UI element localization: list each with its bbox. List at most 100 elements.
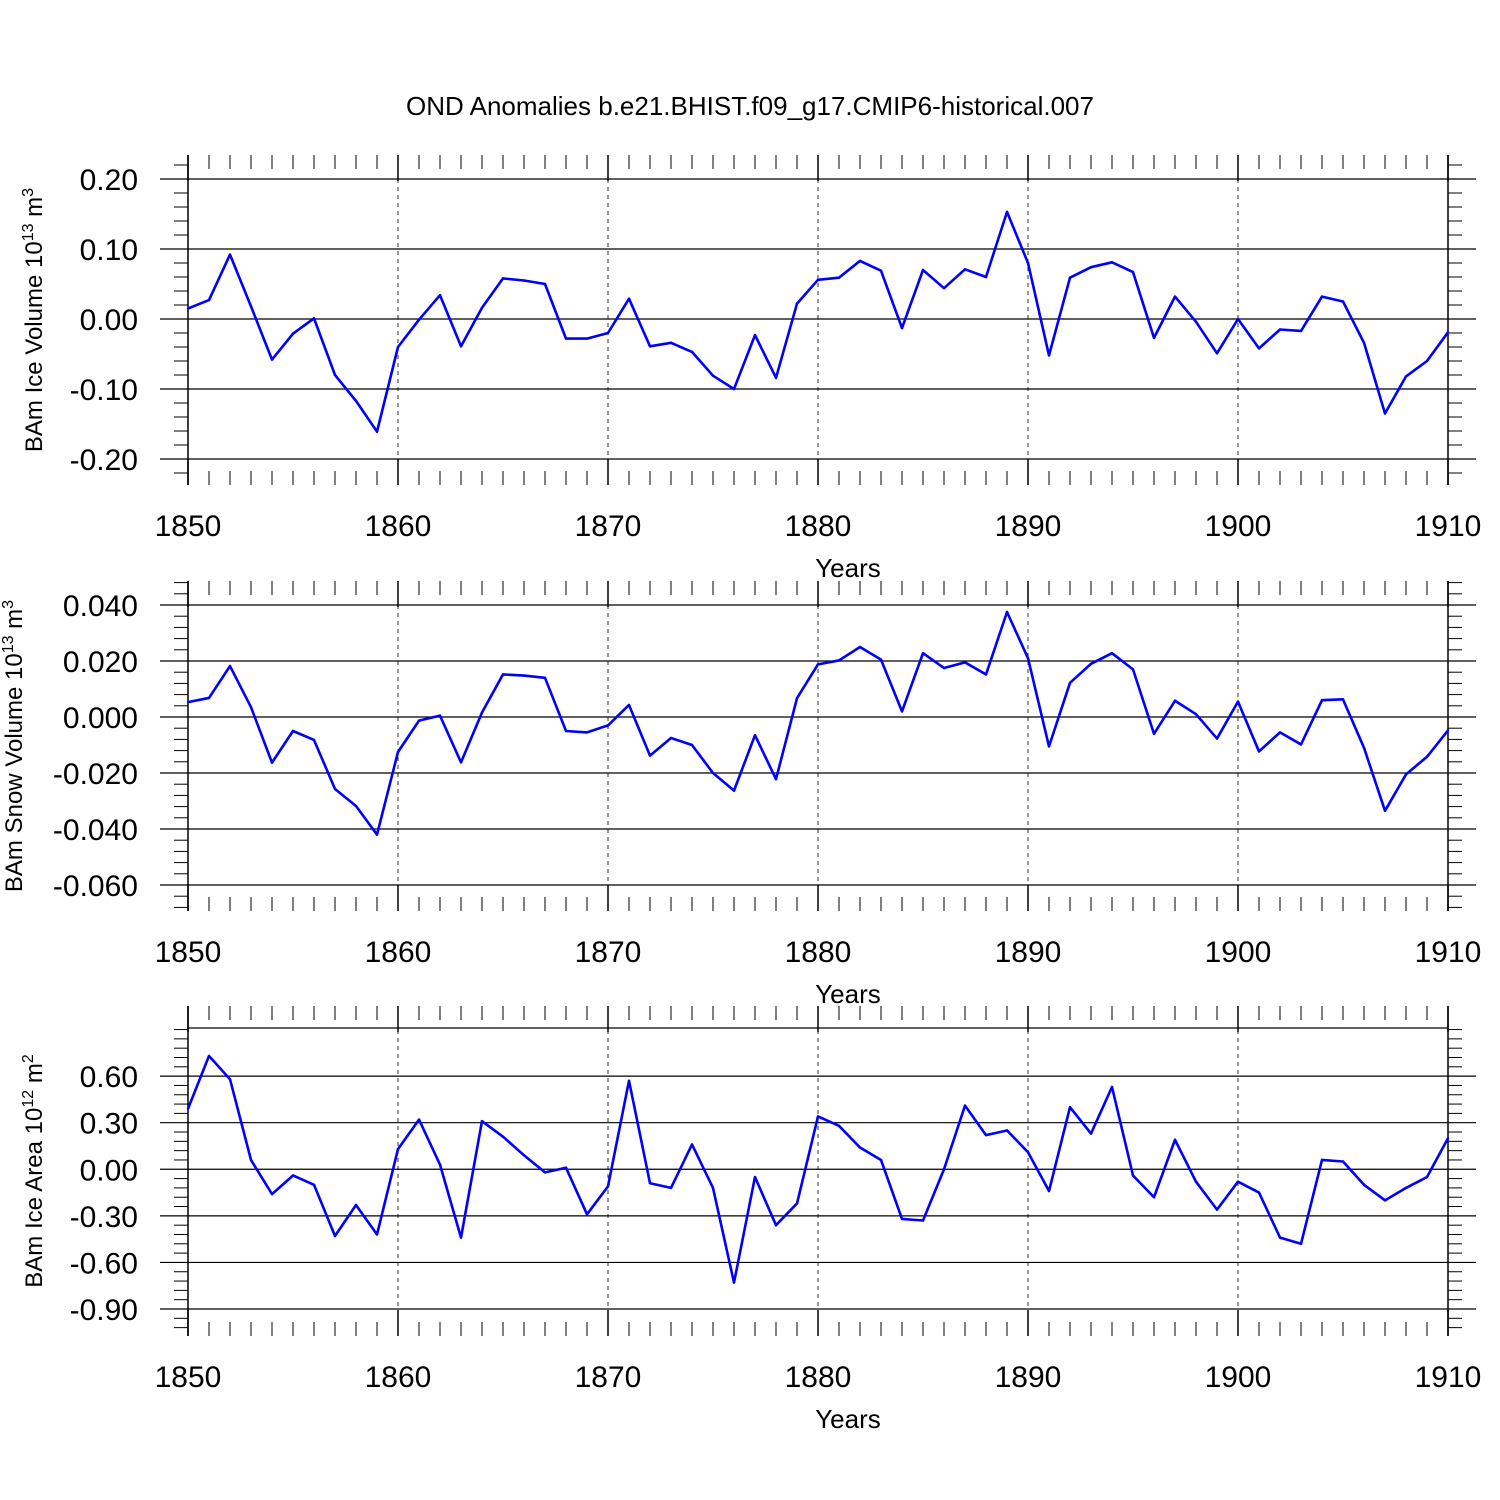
data-point: [375, 833, 379, 836]
data-point: [795, 302, 799, 305]
data-point: [1446, 729, 1450, 732]
data-point: [1404, 773, 1408, 776]
data-point: [606, 724, 610, 727]
data-point: [1257, 750, 1261, 753]
data-point: [1320, 295, 1324, 298]
y-tick-label: 0.10: [80, 234, 138, 267]
data-point: [1299, 329, 1303, 333]
data-point: [354, 804, 358, 808]
y-tick-label: -0.60: [70, 1247, 138, 1280]
data-point: [816, 1115, 820, 1118]
data-point: [291, 729, 295, 733]
data-point: [564, 1166, 568, 1169]
data-point: [543, 1171, 547, 1174]
x-tick-label: 1850: [155, 936, 222, 969]
data-point: [1194, 713, 1198, 716]
data-point: [312, 1183, 316, 1187]
y-tick-label: -0.90: [70, 1294, 138, 1327]
data-point: [1047, 1189, 1051, 1193]
data-point: [648, 345, 652, 348]
data-point: [564, 729, 568, 733]
data-point: [585, 1213, 589, 1216]
data-point: [795, 1202, 799, 1205]
chart-title: OND Anomalies b.e21.BHIST.f09_g17.CMIP6-…: [406, 91, 1094, 121]
data-point: [1047, 354, 1051, 357]
data-point: [270, 761, 274, 764]
data-point: [1173, 699, 1177, 702]
data-point: [270, 358, 274, 361]
data-point: [417, 318, 421, 321]
data-point: [984, 275, 988, 279]
data-point: [417, 1118, 421, 1121]
x-tick-label: 1910: [1415, 1361, 1482, 1394]
data-point: [774, 376, 778, 379]
data-point: [480, 1119, 484, 1123]
x-tick-label: 1900: [1205, 1361, 1272, 1394]
data-point: [837, 1124, 841, 1128]
panel-1: -0.20 -0.10 0.00 0.10 0.20 1850 1860 1870 1880 18…: [20, 155, 1481, 583]
data-point: [921, 651, 925, 655]
data-point: [459, 345, 463, 348]
data-point: [1068, 276, 1072, 279]
data-point: [942, 1168, 946, 1171]
x-tick-label: 1870: [575, 936, 642, 969]
data-point: [879, 269, 883, 272]
data-point: [732, 387, 736, 391]
data-point: [1005, 210, 1009, 214]
data-point: [1194, 320, 1198, 323]
y-tick-label: -0.20: [70, 444, 138, 477]
data-point: [249, 706, 253, 709]
x-tick-label: 1860: [365, 936, 432, 969]
data-point: [1005, 1129, 1009, 1132]
data-point: [270, 1192, 274, 1196]
data-point: [1299, 1242, 1303, 1245]
x-tick-label: 1860: [365, 1361, 432, 1394]
data-point: [438, 714, 442, 717]
data-point: [900, 1217, 904, 1221]
data-point: [858, 1146, 862, 1149]
data-point: [711, 1186, 715, 1190]
y-tick-label: 0.000: [63, 702, 138, 735]
data-point: [438, 1163, 442, 1166]
data-point: [627, 1079, 631, 1082]
data-point: [354, 1203, 358, 1207]
x-tick-label: 1880: [785, 936, 852, 969]
data-point: [1068, 681, 1072, 685]
x-axis-label: Years: [815, 1404, 881, 1434]
data-point: [1215, 737, 1219, 740]
data-point: [1173, 295, 1177, 298]
data-point: [1068, 1105, 1072, 1109]
data-point: [333, 1234, 337, 1238]
data-point: [1089, 1132, 1093, 1135]
data-point: [732, 789, 736, 792]
data-point: [186, 700, 190, 704]
data-point: [627, 703, 631, 707]
data-point: [207, 298, 211, 302]
x-tick-label: 1900: [1205, 936, 1272, 969]
data-point: [1131, 270, 1135, 274]
x-axis-label: Years: [815, 979, 881, 1009]
data-point: [1089, 662, 1093, 665]
data-point: [564, 337, 568, 340]
data-point: [522, 1154, 526, 1157]
data-point: [207, 1054, 211, 1058]
data-point: [879, 658, 883, 661]
x-tick-label: 1850: [155, 510, 222, 543]
data-point: [1089, 266, 1093, 269]
data-point: [732, 1281, 736, 1284]
data-point: [711, 374, 715, 377]
data-point: [858, 259, 862, 263]
data-point: [1278, 328, 1282, 331]
data-point: [837, 659, 841, 662]
data-point: [1383, 412, 1387, 415]
data-point: [795, 697, 799, 700]
data-point: [963, 1104, 967, 1107]
data-point: [480, 711, 484, 714]
data-point: [480, 306, 484, 309]
data-point: [312, 738, 316, 742]
data-point: [1299, 743, 1303, 746]
data-point: [1131, 668, 1135, 671]
data-point: [1446, 1137, 1450, 1140]
data-point: [690, 743, 694, 747]
data-point: [291, 1174, 295, 1177]
